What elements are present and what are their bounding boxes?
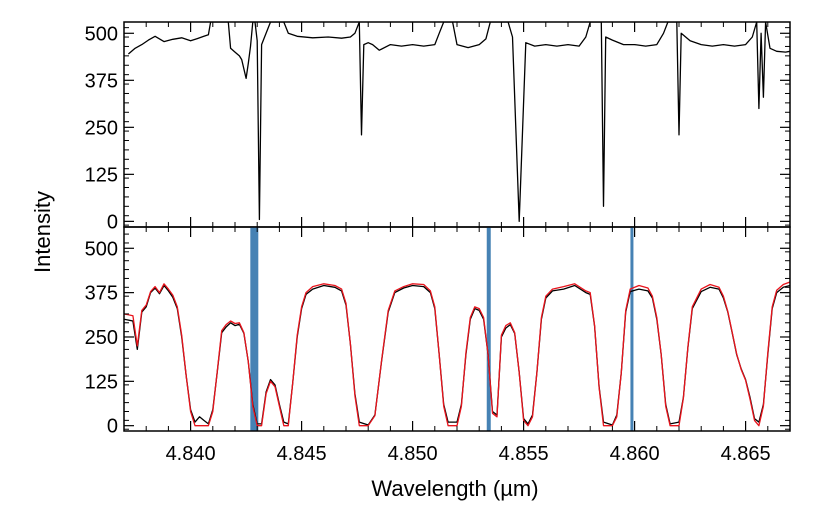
x-tick-label: 4.855 <box>499 443 549 465</box>
y-tick-label: 250 <box>85 117 118 139</box>
y-tick-label: 500 <box>85 23 118 45</box>
bottom-panel: 0 125 250 375 500 <box>85 226 791 438</box>
spectrum-series-line <box>127 22 790 223</box>
y-tick-label: 125 <box>85 164 118 186</box>
y-tick-label: 0 <box>107 416 118 438</box>
x-axis-title: Wavelength (µm) <box>371 476 538 501</box>
y-axis-title: Intensity <box>30 191 55 273</box>
y-tick-label: 0 <box>107 211 118 233</box>
spectrum-series-line <box>124 281 790 427</box>
x-tick-labels: 4.840 4.845 4.850 4.855 4.860 4.865 <box>166 443 771 465</box>
x-tick-label: 4.850 <box>388 443 438 465</box>
x-tick-label: 4.845 <box>277 443 327 465</box>
x-tick-label: 4.865 <box>721 443 771 465</box>
y-tick-label: 250 <box>85 327 118 349</box>
spectrum-series-line <box>124 284 790 426</box>
x-tick-label: 4.860 <box>610 443 660 465</box>
x-tick-label: 4.840 <box>166 443 216 465</box>
y-tick-label: 500 <box>85 238 118 260</box>
y-tick-label: 375 <box>85 283 118 305</box>
y-tick-label: 125 <box>85 371 118 393</box>
panel-frame <box>123 21 791 228</box>
y-tick-label: 375 <box>85 70 118 92</box>
top-panel: 0 125 250 375 500 <box>85 21 791 233</box>
